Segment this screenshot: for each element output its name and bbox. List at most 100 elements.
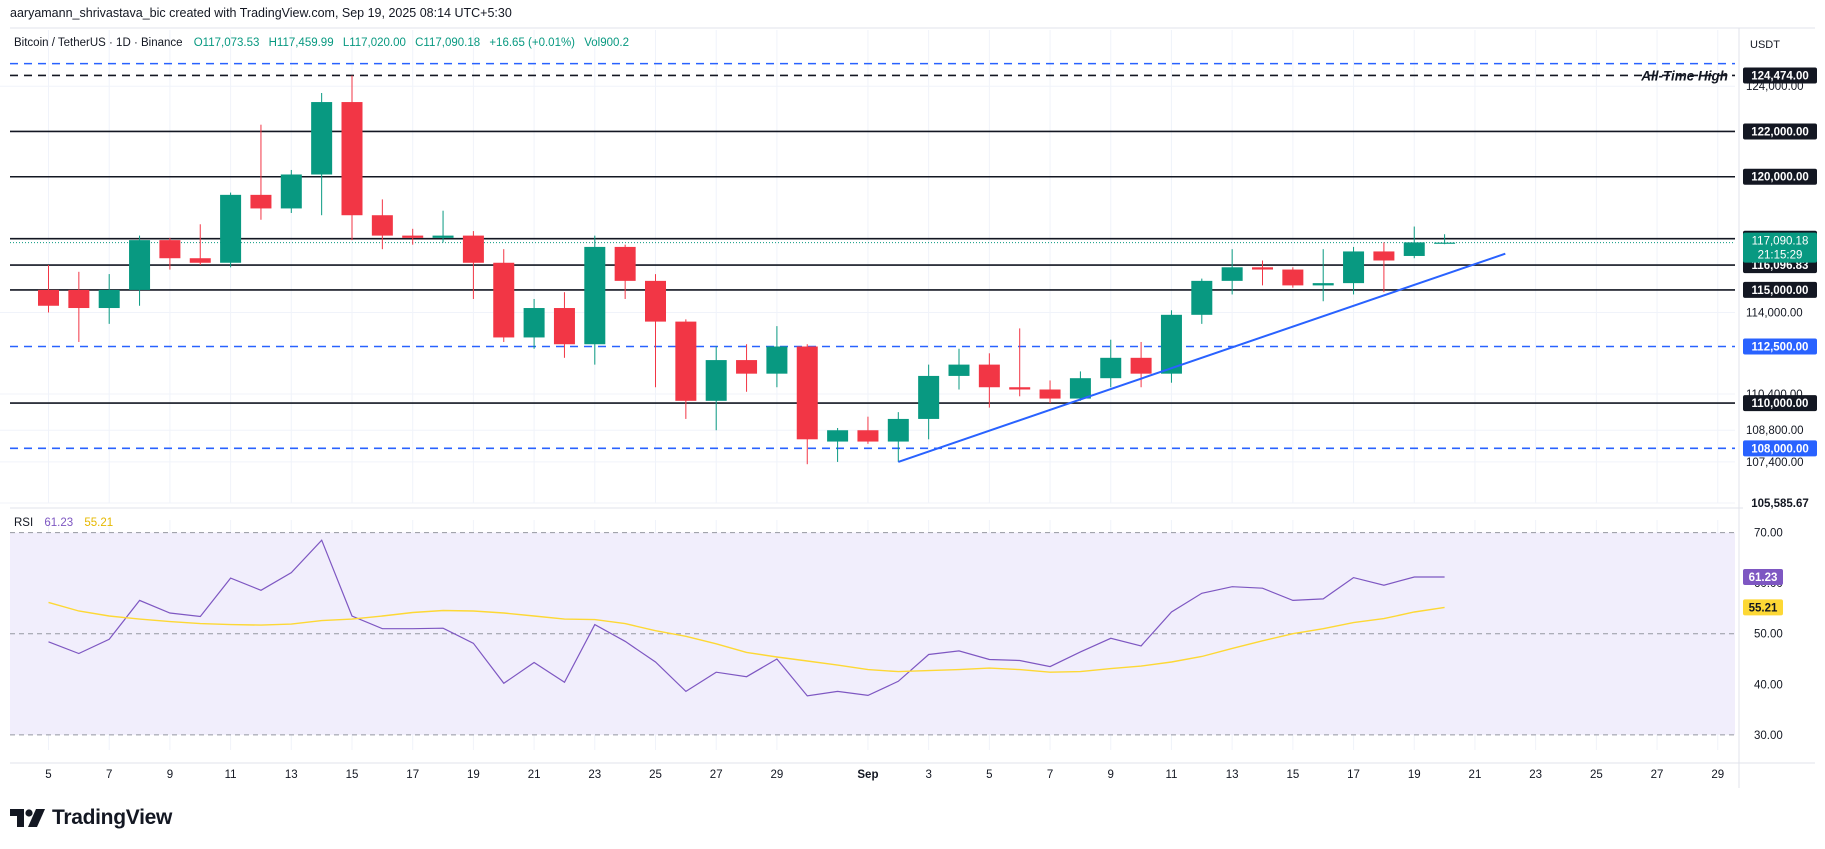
level-label-6[interactable]: 112,500.00 xyxy=(1743,338,1817,355)
candle-23[interactable] xyxy=(705,346,727,431)
candle-13[interactable] xyxy=(402,228,424,245)
candle-28[interactable] xyxy=(857,416,879,444)
time-tick-18: 11 xyxy=(1165,769,1177,781)
legend-change: +16.65 (+0.01%) xyxy=(489,37,575,49)
candle-19[interactable] xyxy=(584,235,606,365)
level-label-5-bg xyxy=(1743,281,1817,298)
price-tick-1: 114,000.00 xyxy=(1746,308,1803,320)
candle-18[interactable] xyxy=(553,292,575,358)
time-tick-14: 3 xyxy=(925,769,931,781)
candle-20[interactable] xyxy=(614,244,636,299)
candle-24[interactable] xyxy=(736,344,758,392)
candle-42[interactable] xyxy=(1282,267,1304,288)
legend-high: H117,459.99 xyxy=(269,37,334,49)
candle-26[interactable] xyxy=(796,344,818,465)
rsi-pane[interactable] xyxy=(10,532,1735,736)
candle-36[interactable] xyxy=(1100,339,1122,388)
candle-8[interactable] xyxy=(250,124,272,220)
rsi-tick-2: 50.00 xyxy=(1754,629,1783,641)
rsi-tick-4: 30.00 xyxy=(1754,730,1783,742)
candle-30[interactable] xyxy=(918,364,940,440)
price-low-label-bg xyxy=(1743,495,1817,511)
candle-40[interactable] xyxy=(1221,249,1243,295)
candle-body xyxy=(978,364,1000,388)
candle-43[interactable] xyxy=(1312,249,1334,302)
level-label-1[interactable]: 122,000.00 xyxy=(1743,123,1817,140)
price-low-label[interactable]: 105,585.67 xyxy=(1743,495,1817,511)
candle-27[interactable] xyxy=(827,427,849,462)
candle-body xyxy=(1130,357,1152,374)
rsi-value-label-bg xyxy=(1743,568,1783,585)
level-label-6-bg xyxy=(1743,338,1817,355)
candles[interactable] xyxy=(38,75,1456,465)
candle-body xyxy=(189,258,211,263)
current-price-bg xyxy=(1743,232,1817,263)
legend-volume: Vol900.2 xyxy=(584,37,629,49)
candle-6[interactable] xyxy=(189,224,211,266)
time-tick-1: 7 xyxy=(106,769,112,781)
price-tick-3: 108,800.00 xyxy=(1746,425,1804,437)
candle-12[interactable] xyxy=(371,199,393,250)
candle-44[interactable] xyxy=(1343,246,1365,295)
candle-7[interactable] xyxy=(220,192,242,268)
candle-21[interactable] xyxy=(645,274,666,388)
candle-17[interactable] xyxy=(523,298,545,349)
price-tick-0: 124,000.00 xyxy=(1746,81,1804,93)
candle-46[interactable] xyxy=(1403,226,1425,259)
candle-body xyxy=(645,280,666,322)
level-label-7-text: 110,000.00 xyxy=(1752,398,1809,410)
candle-22[interactable] xyxy=(675,319,697,419)
price-tick-4: 107,400.00 xyxy=(1746,457,1804,469)
level-label-7[interactable]: 110,000.00 xyxy=(1743,395,1817,412)
trendline-line[interactable] xyxy=(897,252,1506,463)
rsi-ma-label[interactable]: 55.21 xyxy=(1743,599,1783,616)
current-price-label[interactable]: 117,090.18 21:15:29 xyxy=(1743,232,1817,263)
candle-5[interactable] xyxy=(159,237,181,270)
level-label-8-text: 108,000.00 xyxy=(1751,443,1809,455)
level-label-2[interactable]: 120,000.00 xyxy=(1743,168,1817,185)
candle-body xyxy=(887,418,909,442)
candle-10[interactable] xyxy=(311,93,333,216)
candle-body xyxy=(1009,387,1031,390)
time-tick-19: 13 xyxy=(1226,769,1239,781)
level-label-5[interactable]: 115,000.00 xyxy=(1743,281,1817,298)
time-axis[interactable]: 5 7 9 11 13 15 17 19 21 23 25 27 29 Sep 3 5 7 9 11 13 15 17 19… xyxy=(45,769,1724,781)
tradingview-brand[interactable]: TradingView xyxy=(10,806,172,830)
candle-body xyxy=(129,240,151,290)
candle-34[interactable] xyxy=(1039,380,1061,404)
candle-16[interactable] xyxy=(493,249,515,342)
candle-35[interactable] xyxy=(1069,371,1091,401)
level-label-8[interactable]: 108,000.00 xyxy=(1743,440,1817,457)
rsi-value-label[interactable]: 61.23 xyxy=(1743,568,1783,585)
candle-45[interactable] xyxy=(1373,242,1395,293)
legend-close: C117,090.18 xyxy=(415,37,480,49)
candle-body xyxy=(371,215,393,236)
rsi-tick-3: 40.00 xyxy=(1754,679,1783,691)
candle-39[interactable] xyxy=(1191,278,1213,324)
price-low-label-text: 105,585.67 xyxy=(1751,498,1809,510)
candle-38[interactable] xyxy=(1160,310,1182,383)
candle-41[interactable] xyxy=(1252,260,1273,286)
time-tick-5: 15 xyxy=(346,769,359,781)
candle-1[interactable] xyxy=(38,265,59,313)
time-tick-0: 5 xyxy=(45,769,51,781)
price-axis[interactable]: USDT124,000.00114,000.00110,400.00108,80… xyxy=(1743,39,1817,742)
candle-9[interactable] xyxy=(280,169,302,213)
trendline[interactable] xyxy=(897,252,1506,463)
candle-25[interactable] xyxy=(766,326,788,388)
candle-3[interactable] xyxy=(98,274,120,324)
time-tick-4: 13 xyxy=(285,769,298,781)
candle-4[interactable] xyxy=(129,235,151,306)
candle-33[interactable] xyxy=(1009,328,1031,397)
candle-32[interactable] xyxy=(978,353,1000,408)
candle-29[interactable] xyxy=(887,412,909,462)
candle-15[interactable] xyxy=(462,231,484,299)
candle-2[interactable] xyxy=(68,271,90,342)
candle-31[interactable] xyxy=(948,348,970,390)
level-label-0[interactable]: 124,474.00 xyxy=(1743,67,1817,84)
candle-14[interactable] xyxy=(432,210,454,243)
candle-47[interactable] xyxy=(1434,234,1456,245)
candle-11[interactable] xyxy=(341,75,363,241)
rsi-tick-0: 70.00 xyxy=(1754,528,1783,540)
